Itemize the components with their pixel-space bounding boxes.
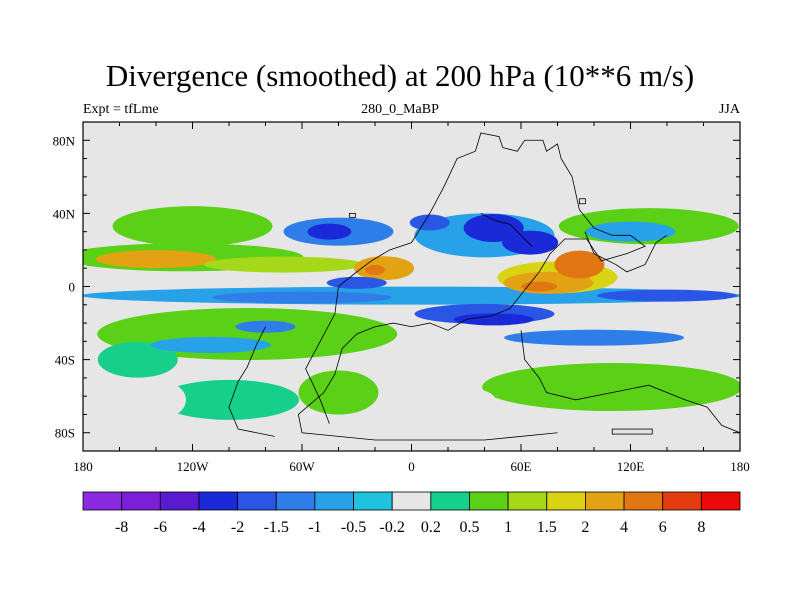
colorbar-label: 8 xyxy=(697,519,705,536)
colorbar-box xyxy=(275,491,316,511)
arctic-gap xyxy=(311,169,512,214)
colorbar-box xyxy=(623,491,664,511)
pangea-coastline xyxy=(297,132,646,441)
north-pacific-weak-band xyxy=(112,206,273,247)
x-tick-label: 180 xyxy=(73,459,93,474)
west-africa-red xyxy=(365,265,385,276)
cathaysia-coastline xyxy=(584,231,668,273)
colorbar-label: 1 xyxy=(504,519,512,536)
colorbar-label: 4 xyxy=(620,519,628,536)
colorbar-label: 2 xyxy=(581,519,589,536)
colorbar-label: -8 xyxy=(115,519,128,536)
island-outline xyxy=(349,212,356,218)
y-tick-label: 80N xyxy=(53,133,76,148)
colorbar-box xyxy=(700,491,741,511)
colorbar-label: 0.5 xyxy=(459,519,479,536)
south-atlantic-green xyxy=(298,370,379,415)
colorbar-label: -2 xyxy=(231,519,244,536)
colorbar: -8 -6 -4 -2 -1.5 -1 -0.5 -0.2 0.2 0.5 1 1.5 2 4 6 8 xyxy=(82,491,741,536)
colorbar-box xyxy=(507,491,548,511)
x-tick-label: 60E xyxy=(511,459,532,474)
y-tick-label: 0 xyxy=(69,280,76,295)
season-label: JJA xyxy=(718,102,740,117)
colorbar-box xyxy=(159,491,200,511)
southwest-pacific-teal xyxy=(97,341,178,378)
eastern-margin-coastline xyxy=(520,330,740,434)
equatorial-convergence-pacific xyxy=(597,289,737,302)
colorbar-box xyxy=(469,491,509,511)
equatorial-convergence-atlantic xyxy=(212,291,392,304)
x-tick-label: 0 xyxy=(408,459,415,474)
experiment-label: Expt = tfLme xyxy=(83,102,159,117)
colorbar-box xyxy=(546,491,586,511)
colorbar-box xyxy=(662,491,702,511)
atlantic-blue-patch xyxy=(326,276,387,289)
tethys-coastline xyxy=(480,213,533,247)
period-label: 280_0_MaBP xyxy=(361,102,439,117)
x-axis: 180 120W 60W 0 60E 120E 180 xyxy=(73,122,750,474)
colorbar-box xyxy=(391,491,432,511)
x-tick-label: 120W xyxy=(177,459,210,474)
y-tick-label: 80S xyxy=(55,426,75,441)
y-tick-label: 40N xyxy=(53,206,76,221)
southern-green-band xyxy=(482,363,740,412)
colorbar-label: -1 xyxy=(308,519,321,536)
colorbar-box xyxy=(585,491,625,511)
chart-title: Divergence (smoothed) at 200 hPa (10**6 … xyxy=(105,58,695,93)
colorbar-label: -0.5 xyxy=(341,519,366,536)
colorbar-label: -6 xyxy=(154,519,167,536)
pacific-orange-band xyxy=(96,250,216,269)
atlantic-yellow-band xyxy=(203,256,364,273)
southern-gap-west xyxy=(126,379,186,420)
colorbar-box xyxy=(353,491,393,511)
island-outline xyxy=(611,428,653,435)
western-margin-coastline xyxy=(228,326,275,437)
contour-fill-layer xyxy=(83,169,740,420)
continent-outlines xyxy=(228,132,740,441)
colorbar-label: -1.5 xyxy=(264,519,289,536)
mediterranean-blue xyxy=(409,214,450,231)
southern-teal-band xyxy=(159,379,299,420)
colorbar-label: -0.2 xyxy=(380,519,405,536)
colorbar-label: -4 xyxy=(192,519,205,536)
indian-ocean-deep-blue xyxy=(453,313,534,326)
colorbar-box xyxy=(121,491,161,511)
colorbar-box xyxy=(314,491,354,511)
colorbar-label: 6 xyxy=(659,519,667,536)
x-tick-label: 180 xyxy=(730,459,750,474)
colorbar-box xyxy=(198,491,238,511)
colorbar-box xyxy=(237,491,277,511)
southern-convergence-band xyxy=(504,329,684,346)
indian-ocean-red xyxy=(521,281,558,292)
tibet-deep-blue xyxy=(502,230,559,255)
x-tick-label: 120E xyxy=(617,459,645,474)
colorbar-box xyxy=(430,491,470,511)
colorbar-box xyxy=(82,491,123,511)
east-asia-blue xyxy=(585,221,676,242)
south-asia-red xyxy=(554,250,605,279)
island-outline xyxy=(579,198,586,205)
southern-gap-central xyxy=(436,387,497,416)
y-tick-label: 40S xyxy=(55,353,75,368)
colorbar-label: 0.2 xyxy=(421,519,441,536)
plot-area xyxy=(83,122,740,451)
south-pacific-cyan xyxy=(150,336,271,353)
x-tick-label: 60W xyxy=(289,459,315,474)
colorbar-label: 1.5 xyxy=(537,519,557,536)
y-axis: 80N 40N 0 40S 80S xyxy=(53,133,740,441)
north-atlantic-deep-blue xyxy=(307,223,352,240)
